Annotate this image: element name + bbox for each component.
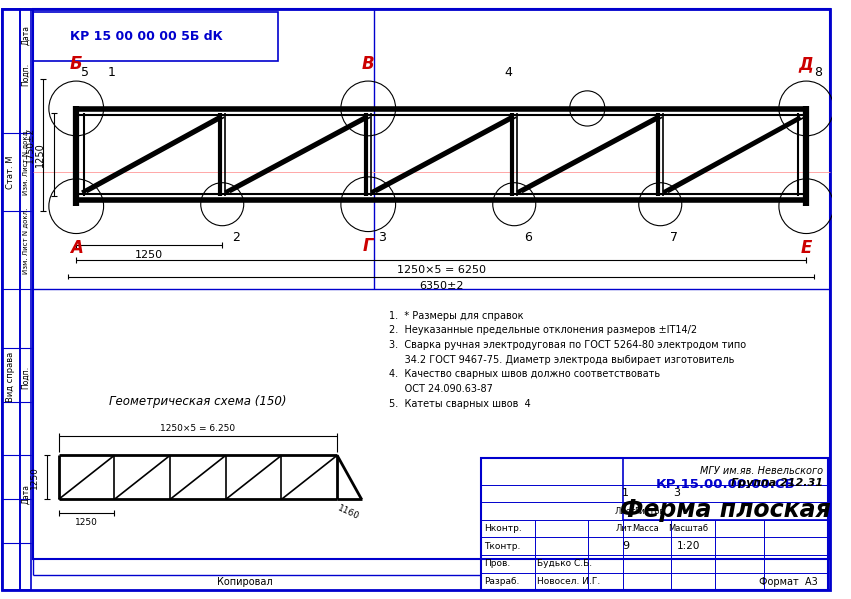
Text: 3: 3 bbox=[378, 231, 386, 244]
Text: Лист: Лист bbox=[614, 507, 637, 516]
Text: 1250: 1250 bbox=[30, 466, 38, 489]
Text: 5.  Катеты сварных швов  4: 5. Катеты сварных швов 4 bbox=[389, 398, 531, 409]
Text: КР.15.00.00.00.СБ: КР.15.00.00.00.СБ bbox=[655, 478, 795, 491]
Text: Лит.: Лит. bbox=[616, 524, 635, 533]
Text: Листов: Листов bbox=[633, 507, 665, 516]
Text: 1250×5 = 6250: 1250×5 = 6250 bbox=[397, 265, 486, 275]
Text: 4: 4 bbox=[505, 66, 512, 79]
Text: 3: 3 bbox=[673, 489, 680, 498]
Text: 1750±2: 1750±2 bbox=[26, 127, 35, 163]
Text: Будько С.Б.: Будько С.Б. bbox=[536, 559, 591, 568]
Text: Д: Д bbox=[799, 55, 814, 73]
Text: А: А bbox=[70, 240, 83, 258]
Text: МГУ им.яв. Невельского: МГУ им.яв. Невельского bbox=[700, 466, 823, 476]
Text: 1: 1 bbox=[622, 489, 629, 498]
Bar bbox=[623, 458, 828, 520]
Text: 1:20: 1:20 bbox=[677, 541, 700, 551]
Text: 6350±2: 6350±2 bbox=[419, 282, 464, 291]
Text: Новосел. И.Г.: Новосел. И.Г. bbox=[536, 577, 600, 586]
Text: Ферма плоская: Ферма плоская bbox=[620, 498, 831, 522]
Text: 4.  Качество сварных швов должно соответствовать: 4. Качество сварных швов должно соответс… bbox=[389, 369, 660, 379]
Bar bbox=[20, 9, 31, 590]
Text: 1160: 1160 bbox=[337, 504, 361, 522]
Text: 1250: 1250 bbox=[135, 250, 163, 260]
Text: Нконтр.: Нконтр. bbox=[483, 524, 522, 533]
Text: Изм. Лист N докл.: Изм. Лист N докл. bbox=[22, 207, 28, 274]
Text: Подп.: Подп. bbox=[21, 365, 30, 389]
Bar bbox=[33, 12, 277, 60]
Text: Б: Б bbox=[70, 55, 83, 73]
Bar bbox=[2, 9, 20, 590]
Text: Дата: Дата bbox=[21, 25, 30, 45]
Text: 2: 2 bbox=[232, 231, 240, 244]
Text: 9: 9 bbox=[622, 541, 629, 551]
Text: В: В bbox=[362, 55, 374, 73]
Text: 8: 8 bbox=[814, 66, 822, 79]
Text: Вид справа: Вид справа bbox=[6, 352, 15, 403]
Text: 1.  * Размеры для справок: 1. * Размеры для справок bbox=[389, 311, 523, 320]
Text: 1: 1 bbox=[107, 66, 116, 79]
Text: 7: 7 bbox=[670, 231, 678, 244]
Text: 6: 6 bbox=[524, 231, 532, 244]
Text: Тконтр.: Тконтр. bbox=[483, 541, 520, 550]
Text: 1250×5 = 6.250: 1250×5 = 6.250 bbox=[160, 423, 236, 432]
Text: Подп.: Подп. bbox=[21, 63, 30, 86]
Text: Пров.: Пров. bbox=[483, 559, 510, 568]
Text: Изм. Лист N докл.: Изм. Лист N докл. bbox=[22, 129, 28, 195]
Text: Е: Е bbox=[801, 240, 812, 258]
Text: 1250: 1250 bbox=[75, 518, 98, 527]
Bar bbox=[481, 458, 828, 590]
Text: Масштаб: Масштаб bbox=[668, 524, 708, 533]
Text: Копировал: Копировал bbox=[216, 577, 272, 588]
Text: Формат  А3: Формат А3 bbox=[759, 577, 818, 588]
Text: 5: 5 bbox=[81, 66, 89, 79]
Text: Геометрическая схема (150): Геометрическая схема (150) bbox=[109, 395, 287, 408]
Text: Стат. М: Стат. М bbox=[6, 155, 15, 189]
Text: Г: Г bbox=[363, 237, 374, 255]
Text: Группа 212.31: Группа 212.31 bbox=[731, 478, 823, 488]
Text: 3.  Сварка ручная электродуговая по ГОСТ 5264-80 электродом типо: 3. Сварка ручная электродуговая по ГОСТ … bbox=[389, 340, 746, 350]
Text: 1250: 1250 bbox=[35, 143, 45, 167]
Text: Разраб.: Разраб. bbox=[483, 577, 519, 586]
Text: КР 15 00 00 00 5Б dК: КР 15 00 00 00 5Б dК bbox=[71, 29, 223, 43]
Text: Дата: Дата bbox=[21, 485, 30, 504]
Text: Масса: Масса bbox=[631, 524, 659, 533]
Text: ОСТ 24.090.63-87: ОСТ 24.090.63-87 bbox=[389, 384, 493, 394]
Text: 34.2 ГОСТ 9467-75. Диаметр электрода выбирает изготовитель: 34.2 ГОСТ 9467-75. Диаметр электрода выб… bbox=[389, 355, 734, 365]
Text: 2.  Неуказанные предельные отклонения размеров ±IT14/2: 2. Неуказанные предельные отклонения раз… bbox=[389, 325, 697, 335]
